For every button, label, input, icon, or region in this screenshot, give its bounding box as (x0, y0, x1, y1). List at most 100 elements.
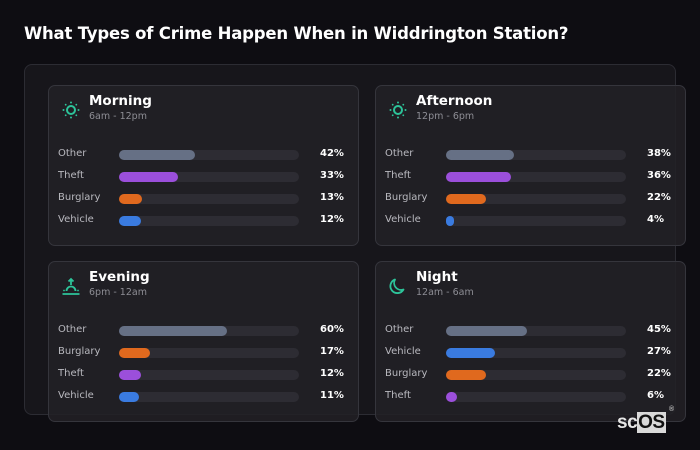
bar-row-vehicle: Vehicle 27% (385, 346, 685, 359)
bar-track (446, 326, 626, 336)
logo-registered: ® (669, 406, 674, 413)
bar-fill (446, 216, 454, 226)
bar-row-burglary: Burglary 22% (385, 192, 685, 205)
bar-label: Burglary (385, 192, 428, 203)
card-time-range: 12am - 6am (416, 287, 474, 298)
bar-fill (446, 172, 511, 182)
card-title: Night (416, 269, 458, 285)
bar-row-vehicle: Vehicle 4% (385, 214, 685, 227)
bar-track (446, 172, 626, 182)
card-title: Afternoon (416, 93, 493, 109)
card-morning: Morning 6am - 12pm Other 42% Theft 33% Bu… (48, 85, 359, 246)
page-title: What Types of Crime Happen When in Widdr… (24, 24, 569, 43)
bar-fill (446, 150, 515, 160)
bar-track (119, 216, 299, 226)
bar-label: Vehicle (385, 214, 421, 225)
bar-fill (119, 194, 143, 204)
bar-value: 38% (647, 148, 671, 159)
bar-label: Theft (385, 390, 411, 401)
bar-track (119, 392, 299, 402)
bar-value: 11% (320, 390, 344, 401)
bar-value: 12% (320, 214, 344, 225)
bar-value: 42% (320, 148, 344, 159)
bar-track (446, 194, 626, 204)
bar-track (119, 172, 299, 182)
bar-label: Other (385, 148, 414, 159)
bar-label: Vehicle (385, 346, 421, 357)
bar-fill (446, 326, 527, 336)
bar-value: 60% (320, 324, 344, 335)
bar-fill (446, 194, 486, 204)
bar-row-burglary: Burglary 17% (58, 346, 358, 359)
card-time-range: 12pm - 6pm (416, 111, 475, 122)
card-time-range: 6am - 12pm (89, 111, 147, 122)
bar-track (119, 326, 299, 336)
bar-track (446, 392, 626, 402)
bar-track (446, 370, 626, 380)
bar-label: Other (58, 324, 87, 335)
logo-sc: sc (617, 412, 638, 433)
card-evening: Evening 6pm - 12am Other 60% Burglary 17%… (48, 261, 359, 422)
card-title: Evening (89, 269, 150, 285)
bar-label: Other (58, 148, 87, 159)
bar-row-vehicle: Vehicle 12% (58, 214, 358, 227)
moon-icon (388, 276, 408, 296)
bar-value: 33% (320, 170, 344, 181)
bar-row-theft: Theft 33% (58, 170, 358, 183)
bar-value: 36% (647, 170, 671, 181)
bar-label: Vehicle (58, 214, 94, 225)
bar-label: Vehicle (58, 390, 94, 401)
bar-value: 45% (647, 324, 671, 335)
bar-label: Other (385, 324, 414, 335)
bar-value: 13% (320, 192, 344, 203)
bar-track (119, 348, 299, 358)
bar-row-other: Other 60% (58, 324, 358, 337)
card-night: Night 12am - 6am Other 45% Vehicle 27% Bu… (375, 261, 686, 422)
bar-value: 22% (647, 192, 671, 203)
bar-row-theft: Theft 6% (385, 390, 685, 403)
bar-label: Burglary (58, 346, 101, 357)
bar-value: 27% (647, 346, 671, 357)
bar-row-burglary: Burglary 13% (58, 192, 358, 205)
bar-fill (119, 326, 227, 336)
bar-label: Theft (58, 368, 84, 379)
bar-value: 17% (320, 346, 344, 357)
bar-label: Burglary (58, 192, 101, 203)
bar-label: Theft (58, 170, 84, 181)
bar-value: 4% (647, 214, 664, 225)
bar-row-vehicle: Vehicle 11% (58, 390, 358, 403)
sunset-icon (61, 276, 81, 296)
bar-track (119, 194, 299, 204)
bar-row-theft: Theft 12% (58, 368, 358, 381)
bar-fill (119, 370, 141, 380)
bar-value: 12% (320, 368, 344, 379)
sun-icon (388, 100, 408, 120)
card-afternoon: Afternoon 12pm - 6pm Other 38% Theft 36% … (375, 85, 686, 246)
bar-label: Theft (385, 170, 411, 181)
bar-track (446, 150, 626, 160)
bar-fill (119, 150, 195, 160)
bar-fill (119, 216, 141, 226)
bar-fill (446, 392, 457, 402)
bar-value: 6% (647, 390, 664, 401)
sun-icon (61, 100, 81, 120)
logo-os: OS (637, 412, 666, 433)
bar-track (119, 150, 299, 160)
bar-fill (119, 348, 150, 358)
bar-label: Burglary (385, 368, 428, 379)
scos-logo: scOS ® (617, 406, 674, 434)
bar-fill (446, 348, 495, 358)
bar-row-burglary: Burglary 22% (385, 368, 685, 381)
bar-value: 22% (647, 368, 671, 379)
bar-row-other: Other 42% (58, 148, 358, 161)
bar-fill (119, 172, 179, 182)
bar-fill (119, 392, 139, 402)
card-title: Morning (89, 93, 152, 109)
bar-track (119, 370, 299, 380)
bar-row-theft: Theft 36% (385, 170, 685, 183)
bar-track (446, 216, 626, 226)
bar-track (446, 348, 626, 358)
bar-row-other: Other 38% (385, 148, 685, 161)
bar-fill (446, 370, 486, 380)
bar-row-other: Other 45% (385, 324, 685, 337)
